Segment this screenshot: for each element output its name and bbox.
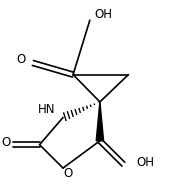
Text: O: O <box>1 136 11 149</box>
Text: HN: HN <box>37 103 55 116</box>
Text: O: O <box>63 167 73 180</box>
Polygon shape <box>96 102 104 141</box>
Text: O: O <box>16 53 26 66</box>
Text: OH: OH <box>136 156 154 169</box>
Text: OH: OH <box>94 8 112 21</box>
